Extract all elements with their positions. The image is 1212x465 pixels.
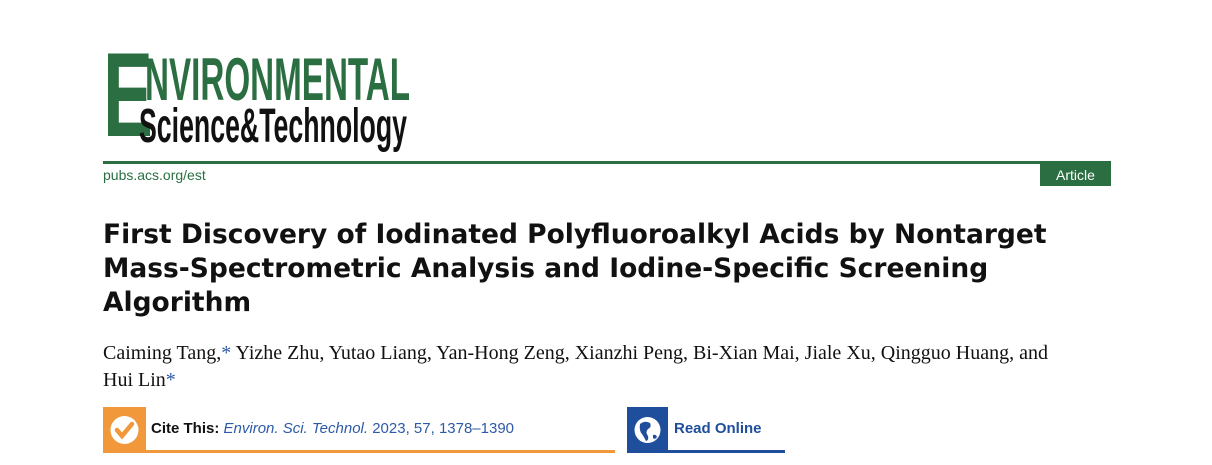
corresponding-author-star[interactable]: * [165, 369, 176, 391]
cite-details: 2023, 57, 1378–1390 [368, 420, 515, 437]
author-rest: Yizhe Zhu, Yutao Liang, Yan-Hong Zeng, X… [103, 342, 1048, 391]
read-online-label: Read Online [674, 420, 762, 437]
read-online-button[interactable]: Read Online [627, 407, 785, 453]
header-rule [103, 161, 1111, 164]
author-list: Caiming Tang,* Yizhe Zhu, Yutao Liang, Y… [103, 340, 1063, 394]
globe-icon [627, 407, 668, 453]
article-type-badge: Article [1040, 164, 1111, 186]
cite-label: Cite This: [151, 420, 220, 437]
cite-this-button[interactable]: Cite This: Environ. Sci. Technol. 2023, … [103, 407, 615, 453]
check-circle-icon [103, 407, 146, 453]
author-first: Caiming Tang, [103, 342, 222, 364]
svg-text:E: E [103, 36, 153, 154]
journal-url[interactable]: pubs.acs.org/est [103, 167, 206, 183]
svg-text:NVIRONMENTAL: NVIRONMENTAL [145, 46, 410, 113]
corresponding-author-star[interactable]: * [221, 342, 232, 364]
paper-title: First Discovery of Iodinated Polyfluoroa… [103, 219, 1047, 318]
cite-journal: Environ. Sci. Technol. [223, 420, 369, 437]
journal-logo: E NVIRONMENTAL Science&Technology [103, 36, 410, 154]
svg-text:Science&Technology: Science&Technology [139, 100, 407, 153]
